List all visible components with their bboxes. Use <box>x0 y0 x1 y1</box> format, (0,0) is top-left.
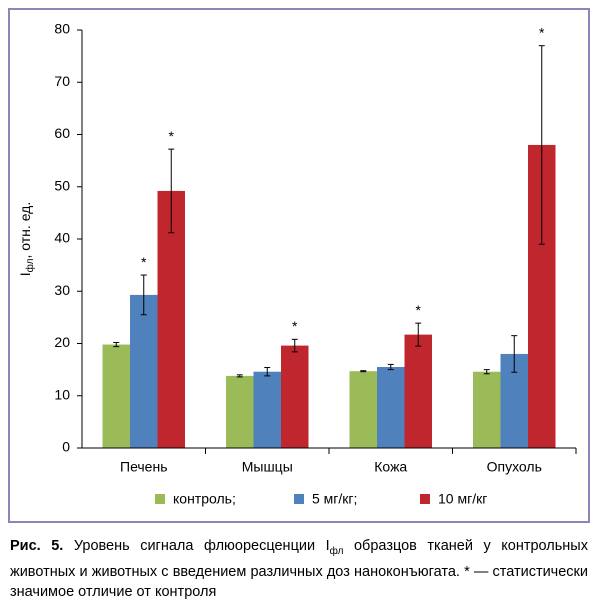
legend-label: 5 мг/кг; <box>312 491 357 507</box>
bar <box>349 371 377 448</box>
error-bar <box>538 45 545 245</box>
bar <box>157 190 185 448</box>
bar <box>226 375 254 448</box>
error-bar <box>236 374 243 378</box>
error-bar <box>291 338 298 353</box>
significance-mark: * <box>292 318 298 334</box>
significance-mark: * <box>416 302 422 318</box>
bar <box>473 371 501 448</box>
y-label-rest: , отн. ед. <box>17 202 33 259</box>
legend-label: 10 мг/кг <box>438 491 487 507</box>
x-tick-label: Печень <box>120 459 168 475</box>
x-tick-label: Кожа <box>374 459 407 475</box>
y-tick-label: 30 <box>54 282 70 298</box>
legend-swatch <box>420 494 430 504</box>
error-bar <box>415 322 422 347</box>
bar <box>404 334 432 448</box>
y-tick-label: 0 <box>62 439 70 455</box>
error-bar <box>360 370 367 373</box>
error-bar <box>113 341 120 348</box>
bar <box>281 345 309 448</box>
y-label-sub: фл <box>24 258 36 272</box>
caption-label: Рис. 5. <box>10 538 64 554</box>
bar <box>253 371 281 448</box>
y-tick-label: 10 <box>54 386 70 402</box>
error-bar <box>483 369 490 375</box>
legend-swatch <box>294 494 304 504</box>
y-tick-label: 80 <box>54 21 70 37</box>
frame <box>8 8 590 523</box>
y-axis-label: Iфл, отн. ед. <box>17 202 36 276</box>
caption: Рис. 5. Уровень сигнала флюоресценции Iф… <box>10 536 588 602</box>
y-tick-label: 60 <box>54 125 70 141</box>
x-tick-label: Мышцы <box>242 459 293 475</box>
significance-mark: * <box>169 128 175 144</box>
error-bar <box>264 367 271 377</box>
x-tick-label: Опухоль <box>487 459 542 475</box>
y-label-main: I <box>17 272 33 276</box>
legend-swatch <box>155 494 165 504</box>
bar <box>102 344 130 448</box>
y-tick-label: 40 <box>54 230 70 246</box>
error-bar <box>168 148 175 234</box>
y-tick-label: 20 <box>54 334 70 350</box>
caption-sub: фл <box>329 545 344 557</box>
caption-text: образцов тканей у контрольных животных и… <box>10 538 588 600</box>
chart: Iфл, отн. ед. 0 10 20 30 40 50 60 70 80 Печень * * М… <box>8 8 590 523</box>
caption-text: Уровень сигнала флюоресценции I <box>63 538 330 554</box>
bar <box>130 294 158 448</box>
legend-label: контроль; <box>173 491 236 507</box>
error-bar <box>387 363 394 371</box>
y-tick-label: 70 <box>54 73 70 89</box>
bar <box>377 367 405 448</box>
significance-mark: * <box>539 24 545 40</box>
error-bar <box>511 335 518 373</box>
y-tick-label: 50 <box>54 177 70 193</box>
significance-mark: * <box>141 254 147 270</box>
error-bar <box>140 274 147 316</box>
